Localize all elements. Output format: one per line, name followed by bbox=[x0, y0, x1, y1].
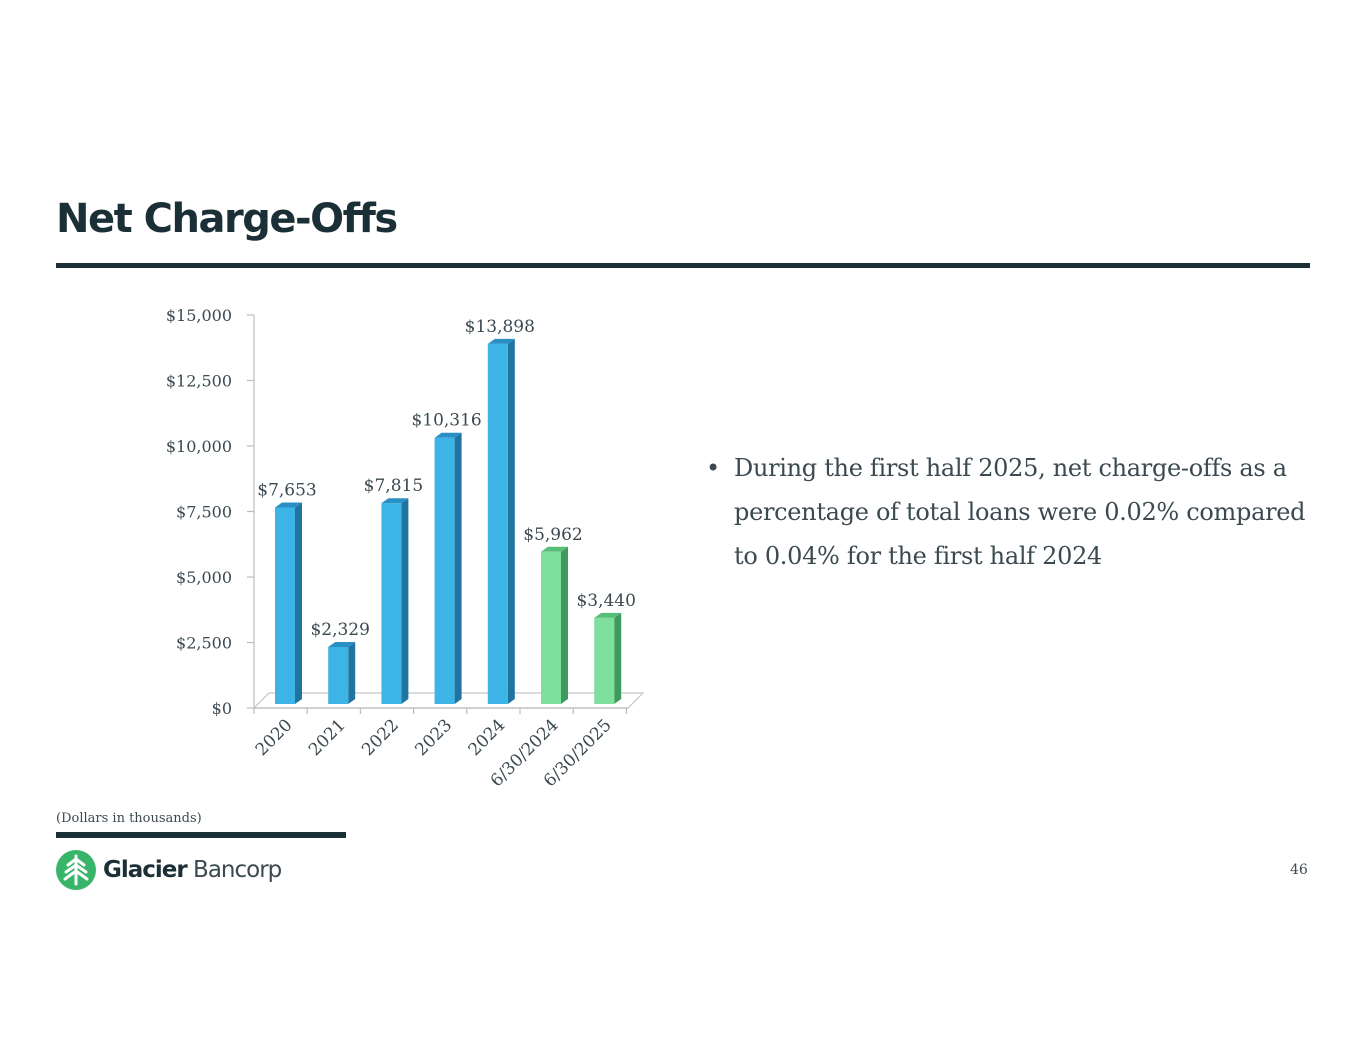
x-tick-label: 2023 bbox=[411, 715, 456, 760]
y-tick-label: $7,500 bbox=[176, 503, 232, 522]
bar bbox=[275, 502, 302, 704]
y-tick-label: $15,000 bbox=[166, 306, 232, 325]
bullet-item: During the first half 2025, net charge-o… bbox=[706, 446, 1306, 578]
bar-top bbox=[275, 502, 302, 508]
bar-side bbox=[401, 498, 409, 704]
logo-word-light: Bancorp bbox=[186, 857, 282, 883]
bar-front bbox=[328, 646, 349, 704]
title-divider bbox=[56, 263, 1310, 268]
x-tick-label: 2021 bbox=[305, 715, 350, 760]
bar-top bbox=[594, 612, 622, 618]
y-tick-label: $12,500 bbox=[166, 372, 232, 391]
bar bbox=[594, 612, 622, 704]
y-tick-label: $0 bbox=[212, 699, 232, 718]
data-label: $10,316 bbox=[411, 411, 481, 431]
company-logo: Glacier Bancorp bbox=[56, 850, 282, 890]
data-label: $7,653 bbox=[257, 480, 316, 500]
data-label: $2,329 bbox=[310, 620, 369, 640]
bar-side bbox=[454, 432, 462, 704]
x-tick-label: 2020 bbox=[252, 715, 297, 760]
bar bbox=[541, 546, 568, 704]
bar-top bbox=[328, 641, 356, 647]
bar-front bbox=[487, 343, 508, 704]
logo-word-bold: Glacier bbox=[103, 857, 188, 883]
bar-side bbox=[561, 546, 568, 704]
bar bbox=[487, 338, 515, 704]
footer-divider bbox=[56, 832, 346, 838]
bar-top bbox=[541, 546, 568, 552]
y-tick-label: $2,500 bbox=[176, 634, 232, 653]
bar-side bbox=[295, 502, 302, 704]
bar-front bbox=[541, 551, 561, 704]
bar-side bbox=[614, 612, 622, 704]
page-title: Net Charge-Offs bbox=[56, 196, 398, 242]
bar-front bbox=[434, 437, 455, 704]
bar bbox=[328, 641, 356, 704]
bar bbox=[434, 432, 462, 704]
data-label: $7,815 bbox=[364, 476, 423, 496]
bar-side bbox=[507, 338, 515, 704]
units-footnote: (Dollars in thousands) bbox=[56, 811, 202, 826]
bar-front bbox=[275, 507, 295, 704]
bar-top bbox=[434, 432, 462, 438]
bullet-list: During the first half 2025, net charge-o… bbox=[706, 446, 1306, 578]
y-tick-label: $5,000 bbox=[176, 568, 232, 587]
bar-side bbox=[348, 641, 356, 704]
pine-tree-icon bbox=[56, 850, 96, 890]
bar-top bbox=[487, 338, 515, 344]
bar-front bbox=[381, 503, 402, 704]
data-label: $5,962 bbox=[523, 525, 582, 545]
data-label: $3,440 bbox=[576, 591, 635, 611]
bar bbox=[381, 498, 409, 704]
bar-top bbox=[381, 498, 409, 504]
page-number: 46 bbox=[1290, 862, 1308, 878]
x-tick-label: 2024 bbox=[465, 715, 510, 760]
data-label: $13,898 bbox=[465, 317, 535, 337]
logo-wordmark: Glacier Bancorp bbox=[103, 857, 282, 883]
x-tick-label: 2022 bbox=[358, 715, 403, 760]
bar-front bbox=[594, 617, 615, 704]
y-tick-label: $10,000 bbox=[166, 437, 232, 456]
